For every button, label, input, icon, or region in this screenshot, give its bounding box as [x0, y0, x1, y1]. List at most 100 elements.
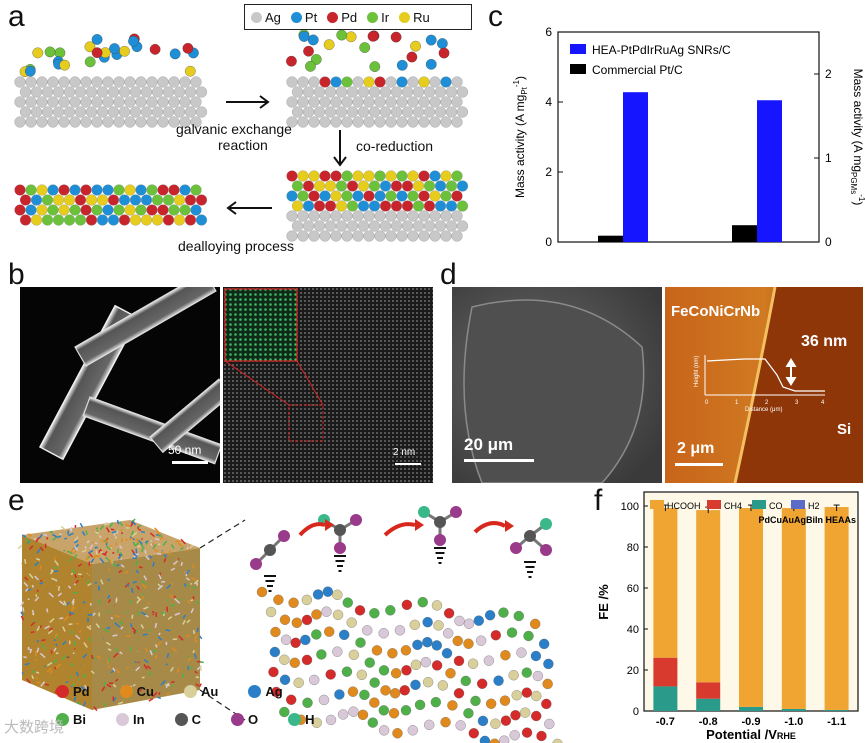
- nanowire: [98, 535, 102, 539]
- atom: [401, 106, 414, 118]
- alloy-dealloyed: [14, 184, 208, 226]
- atom: [286, 76, 298, 88]
- nanowire: [104, 702, 107, 707]
- nanowire: [173, 595, 177, 599]
- nanowire: [154, 644, 158, 648]
- atom: [14, 184, 26, 196]
- nanowire: [175, 540, 180, 543]
- atom: [102, 96, 114, 108]
- precursor-atom: [369, 61, 381, 72]
- alloy-atom: [311, 717, 322, 728]
- atom: [179, 184, 191, 196]
- atom: [14, 116, 26, 128]
- atom: [385, 190, 397, 202]
- atom: [297, 210, 309, 222]
- nanowire: [23, 656, 27, 659]
- nanowire: [36, 639, 40, 643]
- nanowire: [154, 549, 159, 553]
- nanowire: [39, 579, 43, 582]
- alloy-atom: [516, 647, 527, 658]
- nanowire: [23, 581, 29, 588]
- nanowire: [114, 614, 120, 618]
- nanowire: [86, 625, 92, 631]
- alloy-atom: [332, 609, 344, 620]
- atom: [184, 106, 197, 118]
- nanowire: [39, 546, 44, 552]
- atom: [146, 116, 158, 128]
- atom: [91, 116, 103, 128]
- atom: [80, 184, 92, 196]
- nanowire: [67, 585, 72, 589]
- nanowire: [73, 539, 79, 544]
- nanowire: [94, 546, 98, 549]
- alloy-atom: [479, 735, 491, 743]
- atom: [390, 220, 403, 232]
- atom: [58, 76, 70, 88]
- pd-atom-icon: [56, 685, 69, 698]
- nanowire: [180, 561, 184, 566]
- nanowire: [112, 667, 116, 672]
- y-tick-label: 80: [627, 542, 639, 554]
- atom: [330, 76, 342, 88]
- atom: [445, 86, 458, 98]
- nanowire: [137, 544, 142, 548]
- alloy-atom: [291, 617, 303, 628]
- ag-substrate-initial: [14, 76, 208, 128]
- atom: [379, 106, 392, 118]
- ag-label: Ag: [265, 684, 283, 699]
- nanowire: [165, 682, 170, 689]
- atom: [286, 170, 298, 182]
- atom: [396, 210, 408, 222]
- nanowire: [140, 543, 145, 548]
- alloy-atom: [324, 626, 335, 637]
- nanowire: [66, 601, 70, 606]
- nanowire: [46, 667, 52, 673]
- nanowire: [184, 583, 187, 587]
- nanowire: [196, 627, 199, 633]
- nanowire: [82, 674, 87, 678]
- atom: [374, 210, 386, 222]
- nanowire: [137, 526, 140, 530]
- nanowire: [96, 655, 102, 660]
- nanowire: [95, 527, 99, 530]
- nanowire: [169, 604, 175, 607]
- precursor-atom: [298, 31, 310, 42]
- nanowire: [103, 550, 108, 556]
- atom: [418, 76, 430, 88]
- nanowire: [17, 544, 23, 550]
- nanowire: [144, 540, 149, 544]
- atom: [330, 170, 342, 182]
- atom: [335, 200, 348, 212]
- nanowire: [68, 557, 72, 563]
- alloy-atom: [339, 629, 350, 640]
- bar-segment: [739, 508, 763, 707]
- precursor-atom: [425, 59, 437, 70]
- atom: [379, 180, 392, 192]
- nanowire: [24, 558, 27, 564]
- nanowire: [170, 684, 174, 687]
- atom: [335, 86, 348, 98]
- alloy-atom: [467, 658, 479, 669]
- nanowire: [86, 540, 90, 544]
- nanowire: [107, 598, 112, 603]
- atom: [308, 190, 320, 202]
- nanowire: [170, 680, 175, 684]
- nanowire: [166, 606, 169, 612]
- atom: [352, 230, 364, 242]
- alloy-atom: [359, 689, 370, 700]
- alloy-atom: [401, 599, 413, 610]
- atom: [456, 86, 469, 98]
- nanorods-drawing: [38, 287, 220, 465]
- atom: [313, 86, 326, 98]
- nanowire: [31, 613, 35, 616]
- afm-drawing: 0 1 2 3 4 Distance (μm) Height (nm): [665, 287, 863, 483]
- nanowire: [35, 658, 38, 661]
- nanowire: [156, 552, 162, 555]
- nanowire: [53, 639, 56, 642]
- atom: [135, 184, 147, 196]
- nanowire: [38, 533, 43, 539]
- sem-nanorods-image: 50 nm: [20, 287, 220, 483]
- nanowire: [29, 648, 33, 654]
- nanowire: [34, 651, 37, 656]
- precursor-atom: [323, 39, 335, 51]
